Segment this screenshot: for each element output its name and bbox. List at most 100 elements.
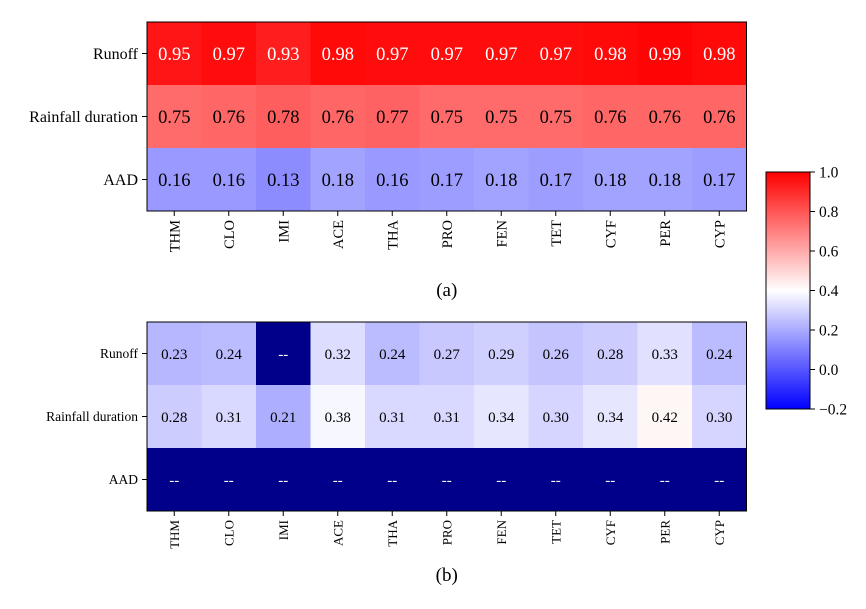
heatmap-cell — [147, 322, 202, 386]
heatmap-cell — [310, 148, 366, 212]
cell-value-label: 0.76 — [213, 108, 245, 128]
x-tick-label: CYF — [603, 220, 619, 248]
heatmap-cell — [147, 448, 202, 512]
x-tick-label: IMI — [276, 220, 292, 243]
cell-value-label: -- — [169, 473, 179, 489]
colorbar-tick-label: 0.4 — [819, 283, 839, 300]
y-tick-label: Rainfall duration — [46, 409, 138, 424]
heatmap-panel-b: 0.23 0.24 -- 0.32 0.24 0.27 0.29 0.26 0.28 0.33 0.… — [46, 321, 747, 586]
cell-value-label: 0.38 — [325, 410, 351, 426]
cell-value-label: 0.97 — [485, 45, 517, 65]
cell-value-label: -- — [278, 473, 288, 489]
cell-value-label: 0.24 — [706, 347, 733, 363]
cell-value-label: 0.17 — [431, 171, 463, 191]
cell-value-label: -- — [605, 473, 615, 489]
cell-value-label: 0.30 — [543, 410, 569, 426]
heatmap-cell — [201, 85, 257, 149]
colorbar-tick-label: 0.8 — [819, 204, 839, 221]
panel-label: (b) — [436, 565, 458, 586]
cell-value-label: 0.17 — [703, 171, 735, 191]
cell-value-label: -- — [224, 473, 234, 489]
cell-value-label: 0.18 — [649, 171, 681, 191]
heatmap-cell — [365, 85, 420, 149]
heatmap-cell — [147, 85, 202, 149]
cell-value-label: 0.28 — [597, 347, 623, 363]
heatmap-cell — [419, 22, 475, 86]
heatmap-cell — [692, 322, 747, 386]
colorbar-tick-label: 0.0 — [819, 362, 839, 379]
heatmap-cell — [419, 448, 475, 512]
heatmap-cell — [365, 385, 420, 449]
colorbar-tick-label: −0.2 — [819, 402, 847, 419]
heatmap-cell — [365, 22, 420, 86]
heatmap-cell — [147, 22, 202, 86]
x-tick-label: THM — [167, 220, 183, 252]
x-tick-label: THA — [385, 219, 401, 249]
cell-value-label: 0.34 — [488, 410, 515, 426]
heatmap-cell — [637, 148, 693, 212]
x-tick-label: PRO — [439, 520, 454, 545]
cell-value-label: 0.75 — [485, 108, 517, 128]
heatmap-cell — [528, 148, 584, 212]
heatmap-cell — [637, 385, 693, 449]
cell-value-label: 0.17 — [540, 171, 572, 191]
cell-value-label: -- — [387, 473, 397, 489]
heatmap-cell — [637, 85, 693, 149]
heatmap-cell — [310, 385, 366, 449]
heatmap-cell — [692, 148, 747, 212]
x-tick-label: THM — [167, 520, 182, 549]
heatmap-cell — [365, 448, 420, 512]
cell-value-label: 0.24 — [379, 347, 406, 363]
heatmap-cell — [692, 85, 747, 149]
cell-value-label: 0.95 — [158, 45, 190, 65]
cell-value-label: 0.75 — [540, 108, 572, 128]
cell-value-label: 0.98 — [594, 45, 626, 65]
cell-value-label: 0.16 — [376, 171, 408, 191]
heatmap-cell — [583, 322, 638, 386]
heatmap-cell — [256, 385, 311, 449]
cell-value-label: 0.21 — [270, 410, 296, 426]
cell-value-label: 0.31 — [434, 410, 460, 426]
cell-value-label: 0.24 — [216, 347, 243, 363]
heatmap-cell — [256, 22, 311, 86]
heatmap-cell — [474, 85, 529, 149]
cell-value-label: -- — [496, 473, 506, 489]
y-tick-label: AAD — [103, 172, 138, 189]
cell-value-label: 0.76 — [594, 108, 626, 128]
heatmap-cell — [201, 448, 257, 512]
cell-value-label: 0.75 — [431, 108, 463, 128]
x-tick-label: CYF — [603, 520, 618, 545]
heatmap-cell — [419, 385, 475, 449]
cell-value-label: 0.98 — [322, 45, 354, 65]
heatmap-cell — [528, 385, 584, 449]
colorbar: 1.0 0.8 0.6 0.4 0.2 0.0 −0.2 — [765, 165, 847, 419]
cell-value-label: 0.78 — [267, 108, 299, 128]
cell-value-label: 0.29 — [488, 347, 514, 363]
heatmap-cell — [637, 322, 693, 386]
heatmap-cell — [474, 148, 529, 212]
x-tick-label: CLO — [221, 520, 236, 546]
x-tick-label: CYP — [712, 220, 728, 248]
heatmap-cell — [692, 448, 747, 512]
heatmap-cell — [310, 322, 366, 386]
cell-value-label: -- — [714, 473, 724, 489]
colorbar-tick-label: 1.0 — [819, 165, 839, 182]
heatmap-cell — [583, 385, 638, 449]
heatmap-cell — [201, 148, 257, 212]
heatmap-cell — [201, 322, 257, 386]
x-tick-label: PRO — [440, 220, 456, 248]
cell-value-label: -- — [442, 473, 452, 489]
cell-value-label: 0.31 — [379, 410, 405, 426]
cell-value-label: 0.97 — [431, 45, 463, 65]
cell-value-label: 0.76 — [703, 108, 735, 128]
heatmap-cell — [583, 448, 638, 512]
cell-value-label: 0.26 — [543, 347, 570, 363]
heatmap-cell — [528, 322, 584, 386]
heatmap-cell — [692, 22, 747, 86]
heatmap-cell — [310, 85, 366, 149]
cell-value-label: 0.97 — [376, 45, 408, 65]
heatmap-cell — [256, 85, 311, 149]
heatmap-cell — [147, 385, 202, 449]
heatmap-cell — [528, 85, 584, 149]
